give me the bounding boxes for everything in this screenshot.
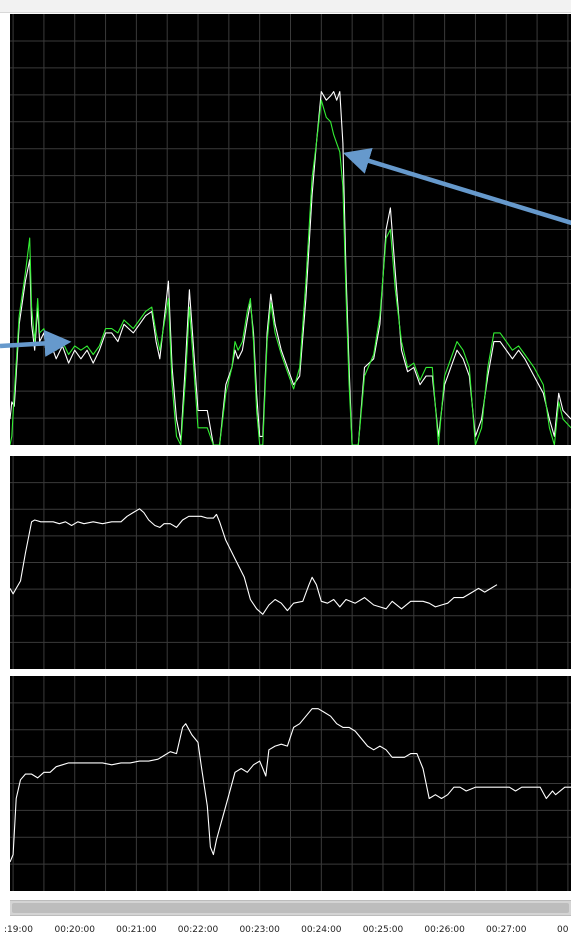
x-tick-label: 00 — [557, 925, 569, 935]
x-tick-label: 00:27:00 — [486, 925, 527, 935]
horizontal-scrollbar[interactable] — [10, 900, 571, 916]
x-axis: :19:00 00:20:00 00:21:00 00:22:00 00:23:00 00… — [0, 917, 571, 941]
x-tick-label: :19:00 — [4, 925, 33, 935]
chart-plot-3 — [10, 676, 571, 891]
x-tick-label: 00:23:00 — [239, 925, 280, 935]
x-tick-label: 00:20:00 — [54, 925, 95, 935]
series-line-1-2 — [10, 99, 571, 445]
chart-plot-1 — [10, 14, 571, 445]
chart-panel-3 — [10, 676, 571, 891]
x-tick-label: 00:22:00 — [177, 925, 219, 935]
x-tick-label: 00:24:00 — [301, 925, 342, 935]
x-tick-label: 00:25:00 — [362, 925, 404, 935]
series-line-3-1 — [10, 708, 571, 863]
scrollbar-thumb[interactable] — [12, 903, 569, 913]
series-line-2-1 — [10, 508, 498, 615]
chart-plot-2 — [10, 456, 571, 669]
chart-panel-1 — [10, 14, 571, 445]
chart-panel-2 — [10, 456, 571, 669]
x-tick-label: 00:21:00 — [116, 925, 157, 935]
x-tick-label: 00:26:00 — [424, 925, 465, 935]
top-toolbar — [0, 0, 571, 13]
